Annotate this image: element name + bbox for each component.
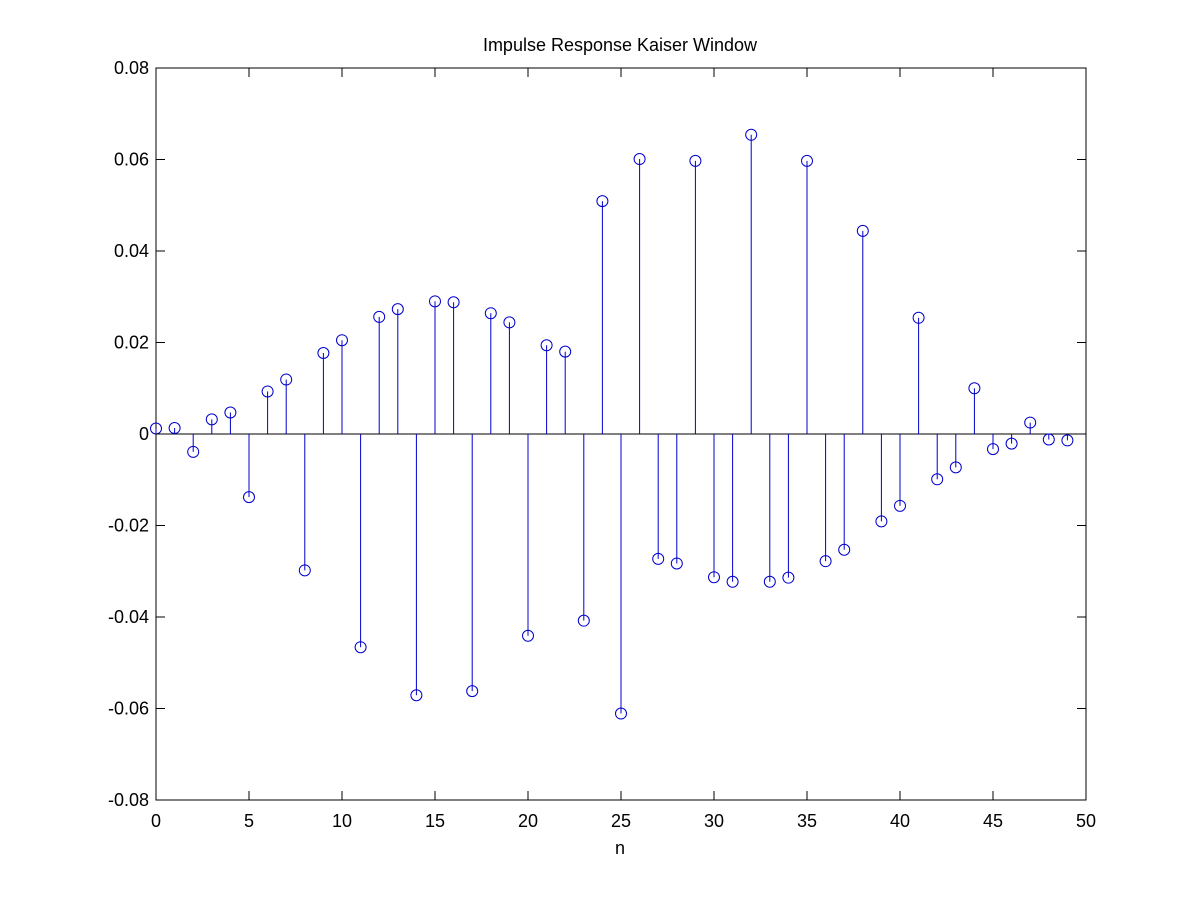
stem-marker (987, 443, 999, 456)
x-tick-label: 50 (1076, 811, 1096, 831)
stem-marker (466, 685, 479, 698)
stem-marker (745, 128, 758, 141)
stem-marker (912, 311, 925, 324)
x-tick-label: 35 (797, 811, 817, 831)
stem-marker (801, 154, 813, 167)
x-tick-label: 0 (151, 811, 161, 831)
stem-marker (763, 575, 776, 588)
stem-marker (187, 445, 200, 458)
stem-marker (894, 499, 906, 512)
stem-marker (429, 295, 441, 308)
x-axis-title: n (615, 838, 625, 858)
stem-marker (205, 413, 218, 426)
stem-marker (559, 345, 572, 358)
stem-marker (615, 707, 627, 720)
stem-marker (652, 552, 665, 565)
x-tick-label: 10 (332, 811, 352, 831)
stem-marker (633, 153, 646, 166)
x-tick-label: 45 (983, 811, 1003, 831)
stem-marker (447, 296, 460, 309)
stem-marker (819, 555, 832, 568)
x-tick-label: 40 (890, 811, 910, 831)
stem-marker (1005, 437, 1018, 450)
stem-marker (875, 515, 888, 528)
stem-marker (317, 347, 330, 360)
stem-marker (280, 373, 293, 386)
y-tick-label: 0.06 (114, 150, 149, 170)
stem-marker (540, 339, 553, 352)
stem-marker (354, 641, 367, 654)
stem-marker (410, 689, 423, 702)
x-tick-label: 15 (425, 811, 445, 831)
stem-marker (689, 154, 702, 167)
stem-marker (577, 614, 590, 627)
stem-marker (726, 575, 739, 588)
y-tick-label: -0.02 (108, 516, 149, 536)
stem-marker (484, 307, 497, 320)
stem-marker (224, 406, 237, 419)
stem-marker (1061, 434, 1074, 447)
stem-marker (336, 334, 348, 347)
y-tick-label: 0 (139, 424, 149, 444)
stem-marker (670, 557, 683, 570)
y-tick-label: 0.02 (114, 333, 149, 353)
stem-marker (503, 316, 516, 329)
stem-marker (856, 224, 869, 237)
stem-marker (261, 385, 274, 398)
stem-marker (782, 571, 795, 584)
stem-marker (968, 382, 981, 395)
x-axis-ticks: 0 5 10 15 20 25 30 35 40 45 50 (151, 68, 1096, 831)
stem-marker (931, 473, 944, 486)
y-tick-label: -0.04 (108, 607, 149, 627)
stem-marker (373, 310, 386, 323)
y-axis-ticks: -0.08 -0.06 -0.04 -0.02 0 0.02 0.04 0.06 0.08 (108, 58, 1086, 810)
y-tick-label: -0.06 (108, 699, 149, 719)
x-tick-label: 20 (518, 811, 538, 831)
stem-series (150, 128, 1086, 720)
stem-marker (949, 461, 962, 474)
stem-marker (596, 195, 609, 208)
stem-marker (243, 491, 255, 504)
y-tick-label: 0.08 (114, 58, 149, 78)
stem-marker (168, 422, 181, 435)
stem-marker (1042, 433, 1055, 446)
y-tick-label: 0.04 (114, 241, 149, 261)
stem-marker (522, 629, 534, 642)
y-tick-label: -0.08 (108, 790, 149, 810)
x-tick-label: 25 (611, 811, 631, 831)
stem-marker (838, 543, 851, 556)
stem-marker (708, 571, 720, 584)
x-tick-label: 5 (244, 811, 254, 831)
stem-marker (298, 564, 311, 577)
chart-title: Impulse Response Kaiser Window (483, 35, 758, 55)
x-tick-label: 30 (704, 811, 724, 831)
stem-marker (391, 303, 404, 316)
stem-marker (1024, 416, 1037, 429)
